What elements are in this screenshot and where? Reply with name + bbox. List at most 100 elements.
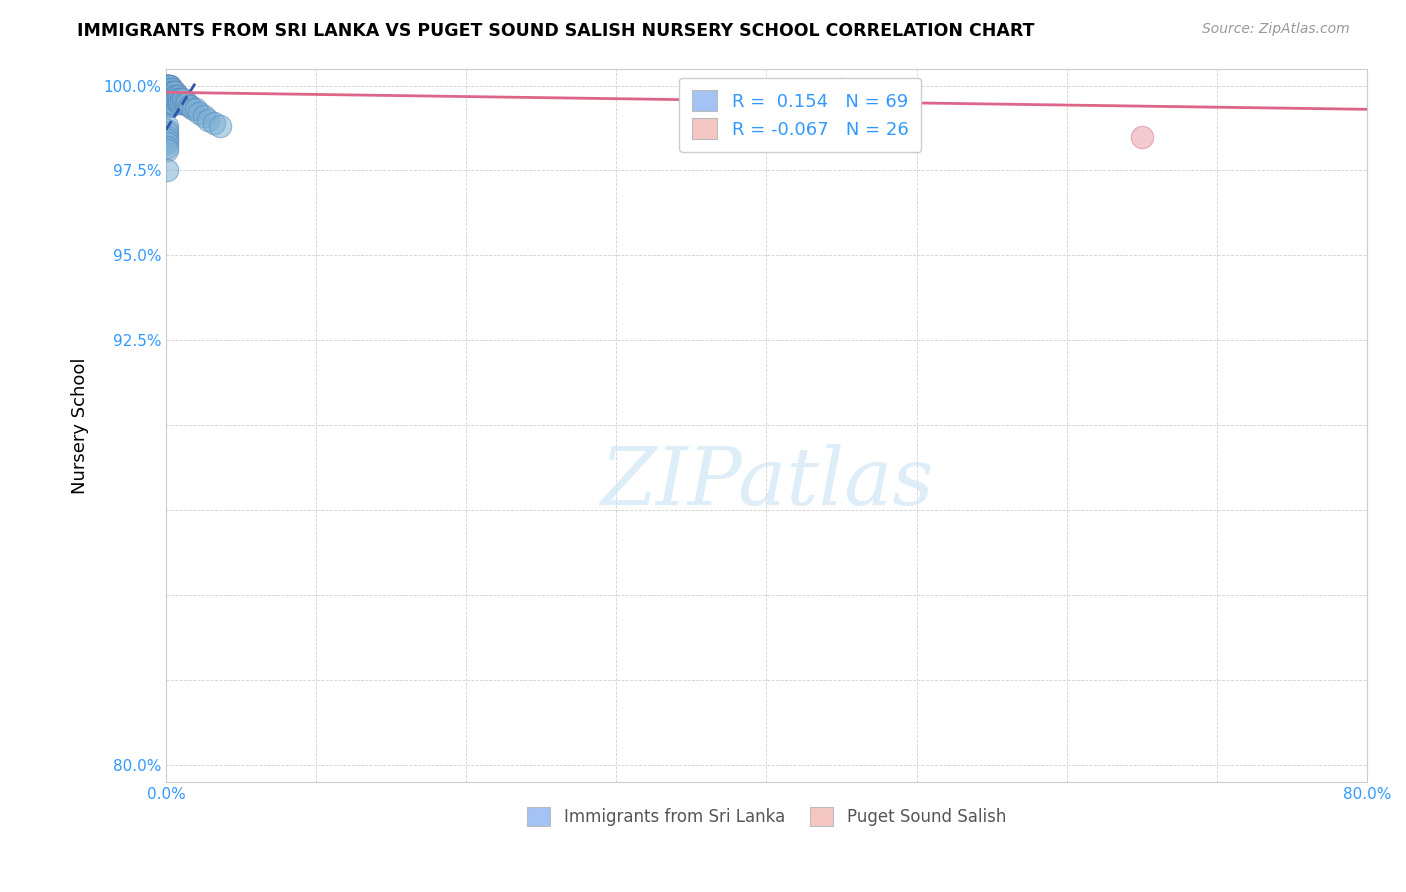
Point (157, 92, 180, 106)
Point (202, 116, 225, 130)
Point (167, 92, 190, 106)
Point (156, 78, 179, 93)
Point (160, 85, 183, 99)
Point (156, 85, 179, 99)
Legend: Immigrants from Sri Lanka, Puget Sound Salish: Immigrants from Sri Lanka, Puget Sound S… (519, 798, 1014, 835)
Point (162, 95, 184, 110)
Point (160, 82, 183, 96)
Point (156, 78, 179, 93)
Point (157, 78, 180, 93)
Point (179, 99, 201, 113)
Point (166, 88, 188, 103)
Point (169, 95, 191, 110)
Point (157, 85, 180, 99)
Point (156, 78, 179, 93)
Point (156, 85, 179, 99)
Point (159, 78, 181, 93)
Point (157, 99, 180, 113)
Point (156, 143, 179, 157)
Point (176, 95, 198, 110)
Point (162, 88, 184, 103)
Point (157, 85, 180, 99)
Point (159, 82, 181, 96)
Point (166, 88, 188, 103)
Point (159, 88, 181, 103)
Point (156, 122, 179, 136)
Point (160, 95, 183, 110)
Point (169, 92, 191, 106)
Point (163, 88, 186, 103)
Point (157, 88, 180, 103)
Point (170, 95, 193, 110)
Point (174, 95, 197, 110)
Point (162, 85, 184, 99)
Point (159, 82, 181, 96)
Point (156, 139, 179, 153)
Point (156, 78, 179, 93)
Point (157, 82, 180, 96)
Point (169, 92, 191, 106)
Point (156, 126, 179, 140)
Point (177, 99, 200, 113)
Y-axis label: Nursery School: Nursery School (72, 357, 89, 493)
Point (156, 78, 179, 93)
Point (159, 95, 181, 110)
Point (208, 120, 231, 134)
Point (188, 105, 211, 120)
Point (157, 82, 180, 96)
Point (184, 103, 207, 117)
Text: IMMIGRANTS FROM SRI LANKA VS PUGET SOUND SALISH NURSERY SCHOOL CORRELATION CHART: IMMIGRANTS FROM SRI LANKA VS PUGET SOUND… (77, 22, 1035, 40)
Point (159, 85, 181, 99)
Point (156, 88, 179, 103)
Point (156, 120, 179, 134)
Point (1130, 129, 1153, 144)
Point (830, 82, 852, 96)
Point (170, 92, 193, 106)
Point (160, 88, 183, 103)
Point (162, 92, 184, 106)
Point (159, 99, 181, 113)
Point (156, 78, 179, 93)
Point (156, 82, 179, 96)
Point (167, 88, 190, 103)
Point (181, 103, 204, 117)
Point (156, 82, 179, 96)
Point (162, 88, 184, 103)
Point (159, 78, 181, 93)
Point (193, 109, 215, 123)
Text: ZIPatlas: ZIPatlas (599, 444, 934, 521)
Point (160, 85, 183, 99)
Text: Source: ZipAtlas.com: Source: ZipAtlas.com (1202, 22, 1350, 37)
Point (160, 92, 183, 106)
Point (156, 129, 179, 144)
Point (157, 92, 180, 106)
Point (163, 85, 186, 99)
Point (160, 82, 183, 96)
Point (163, 88, 186, 103)
Point (156, 163, 179, 178)
Point (167, 92, 190, 106)
Point (157, 78, 180, 93)
Point (159, 88, 181, 103)
Point (173, 95, 195, 110)
Point (162, 85, 184, 99)
Point (157, 82, 180, 96)
Point (172, 92, 194, 106)
Point (159, 92, 181, 106)
Point (156, 136, 179, 151)
Point (163, 92, 186, 106)
Point (197, 112, 219, 127)
Point (157, 78, 180, 93)
Point (156, 78, 179, 93)
Point (159, 85, 181, 99)
Point (156, 78, 179, 93)
Point (156, 82, 179, 96)
Point (160, 88, 183, 103)
Point (157, 85, 180, 99)
Point (157, 88, 180, 103)
Point (163, 85, 186, 99)
Point (156, 78, 179, 93)
Point (166, 92, 188, 106)
Point (157, 95, 180, 110)
Point (156, 133, 179, 147)
